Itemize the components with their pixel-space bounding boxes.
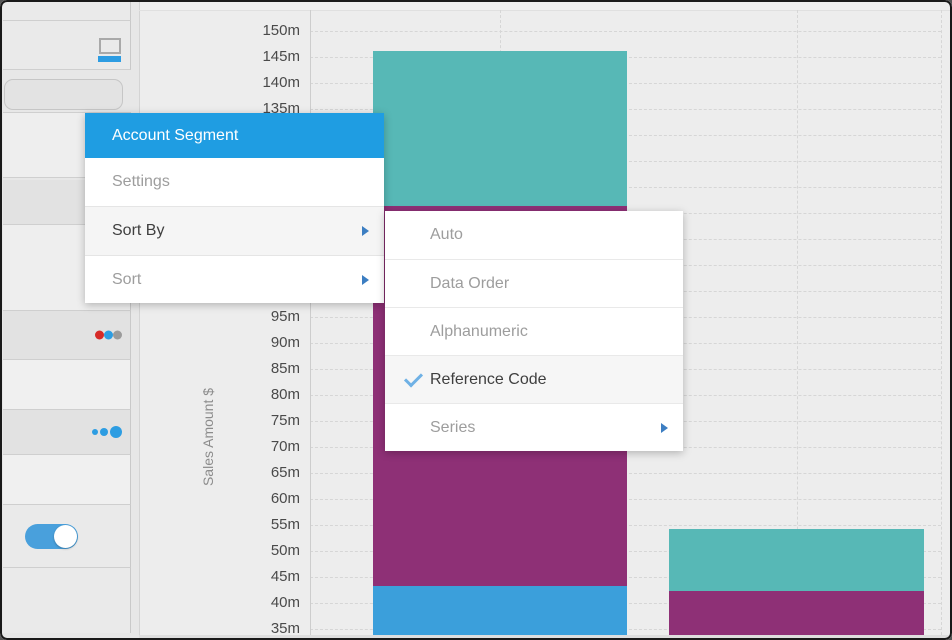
small-dot-icon [92, 429, 98, 435]
menu-item-label: Data Order [430, 274, 510, 292]
submenu-arrow-icon [362, 274, 369, 285]
sort-by-submenu: Auto Data Order Alphanumeric Reference C… [385, 211, 683, 451]
y-tick-label: 50m [270, 542, 300, 559]
menu-item-sort[interactable]: Sort [85, 255, 384, 303]
sidebar-size-row[interactable] [3, 410, 131, 455]
context-menu: Account Segment Settings Sort By Sort [85, 113, 384, 303]
y-tick-label: 35m [270, 620, 300, 637]
submenu-item-reference-code[interactable]: Reference Code [385, 355, 683, 403]
y-tick-label: 55m [270, 516, 300, 533]
y-tick-label: 135m [262, 100, 300, 117]
sidebar-panel-bottom [3, 568, 131, 633]
submenu-item-data-order[interactable]: Data Order [385, 259, 683, 307]
sidebar-panel-top [3, 2, 131, 21]
medium-dot-icon [100, 428, 108, 436]
toggle-knob[interactable] [54, 525, 77, 548]
menu-item-settings[interactable]: Settings [85, 158, 384, 206]
v-gridline [941, 10, 942, 635]
context-menu-header[interactable]: Account Segment [85, 113, 384, 158]
context-menu-header-label: Account Segment [112, 126, 239, 144]
sidebar-panel [3, 455, 131, 505]
gray-dot-icon [113, 330, 122, 340]
bar-segment-bottom-blue[interactable] [373, 586, 627, 635]
submenu-arrow-icon [362, 226, 369, 236]
bar-segment-top-teal[interactable] [669, 528, 924, 591]
submenu-arrow-icon [661, 422, 668, 433]
sidebar-panel-icon-row [3, 21, 131, 70]
sidebar-toggle-row [3, 505, 131, 568]
submenu-item-series[interactable]: Series [385, 403, 683, 451]
chart-bottom-strip [139, 635, 949, 639]
y-tick-label: 60m [270, 490, 300, 507]
blue-dot-icon [104, 330, 113, 340]
menu-item-label: Series [430, 418, 476, 436]
underlined-square-icon-bar [98, 56, 121, 62]
bar-segment-middle-purple[interactable] [669, 590, 924, 635]
v-gridline [797, 10, 798, 635]
submenu-item-auto[interactable]: Auto [385, 211, 683, 259]
y-tick-label: 145m [262, 48, 300, 65]
checkmark-icon [403, 367, 424, 388]
sidebar-field[interactable] [4, 79, 123, 110]
sidebar-panel [3, 360, 131, 410]
y-tick-label: 95m [270, 308, 300, 325]
y-axis-line [310, 10, 311, 635]
y-tick-label: 65m [270, 464, 300, 481]
y-tick-label: 75m [270, 412, 300, 429]
red-dot-icon [95, 330, 104, 340]
y-tick-label: 85m [270, 360, 300, 377]
menu-item-sort-by[interactable]: Sort By [85, 206, 384, 255]
color-dot-row1[interactable] [95, 330, 122, 340]
toggle-switch[interactable] [25, 524, 78, 549]
chart-top-border [139, 10, 950, 11]
y-tick-label: 150m [262, 22, 300, 39]
y-tick-label: 80m [270, 386, 300, 403]
menu-item-label: Sort [112, 270, 142, 288]
bar-segment-top-teal[interactable] [373, 50, 627, 206]
h-gridline [310, 31, 941, 32]
menu-item-label: Sort By [112, 222, 165, 239]
y-tick-label: 40m [270, 594, 300, 611]
sidebar-color-row-1[interactable] [3, 311, 131, 360]
y-tick-label: 140m [262, 74, 300, 91]
color-dot-row2[interactable] [92, 426, 122, 438]
y-tick-label: 90m [270, 334, 300, 351]
y-tick-label: 45m [270, 568, 300, 585]
underlined-square-icon[interactable] [99, 38, 121, 54]
menu-item-label: Alphanumeric [430, 322, 528, 340]
large-dot-icon [110, 426, 122, 438]
menu-item-label: Auto [430, 226, 463, 243]
submenu-item-alphanumeric[interactable]: Alphanumeric [385, 307, 683, 355]
y-tick-label: 70m [270, 438, 300, 455]
menu-item-label: Reference Code [430, 370, 547, 388]
menu-item-label: Settings [112, 173, 170, 190]
